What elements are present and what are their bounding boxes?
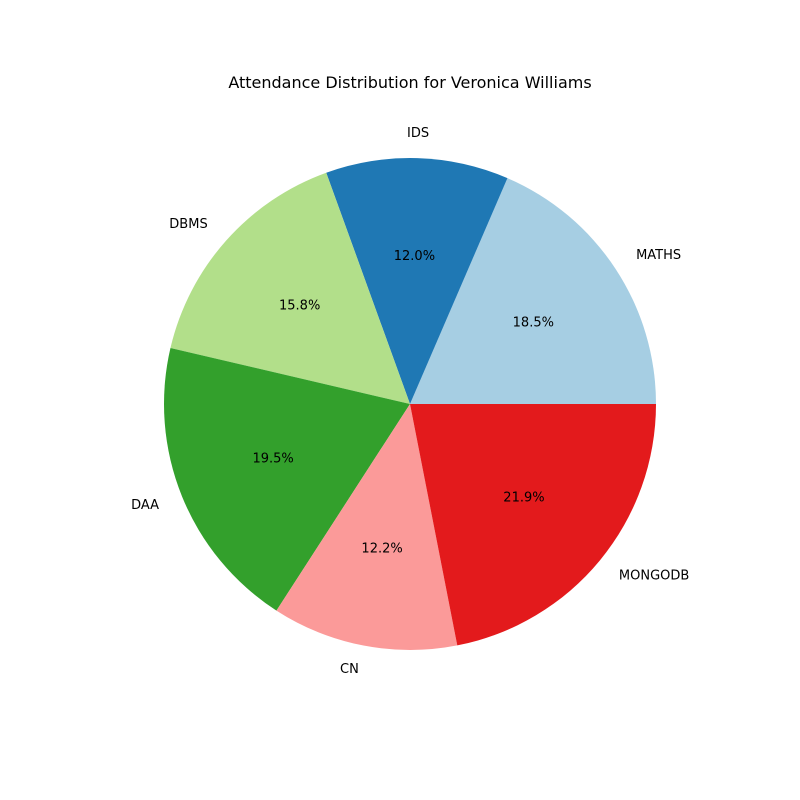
slice-label-mongodb: MONGODB [619,568,689,583]
pie-slices [163,157,656,650]
pie-slice-cn [276,404,458,650]
pie-labels: MATHS 18.5% IDS 12.0% DBMS 15.8% DAA 19.5% CN 12.… [131,126,689,677]
pie-slice-mongodb [410,404,656,646]
slice-percent-dbms: 15.8% [279,298,320,313]
pie-slice-daa [163,348,410,611]
slice-label-daa: DAA [131,498,159,513]
slice-label-ids: IDS [407,126,429,141]
slice-percent-ids: 12.0% [394,249,435,264]
slice-percent-daa: 19.5% [252,452,293,467]
pie-slice-ids [326,157,508,404]
slice-label-maths: MATHS [636,248,681,263]
slice-percent-cn: 12.2% [361,541,402,556]
slice-label-dbms: DBMS [169,217,207,232]
slice-percent-maths: 18.5% [513,315,554,330]
chart-title: Attendance Distribution for Veronica Wil… [228,73,591,92]
pie-slice-maths [410,178,656,404]
pie-slice-dbms [170,172,410,404]
slice-label-cn: CN [340,662,359,677]
slice-percent-mongodb: 21.9% [503,490,544,505]
